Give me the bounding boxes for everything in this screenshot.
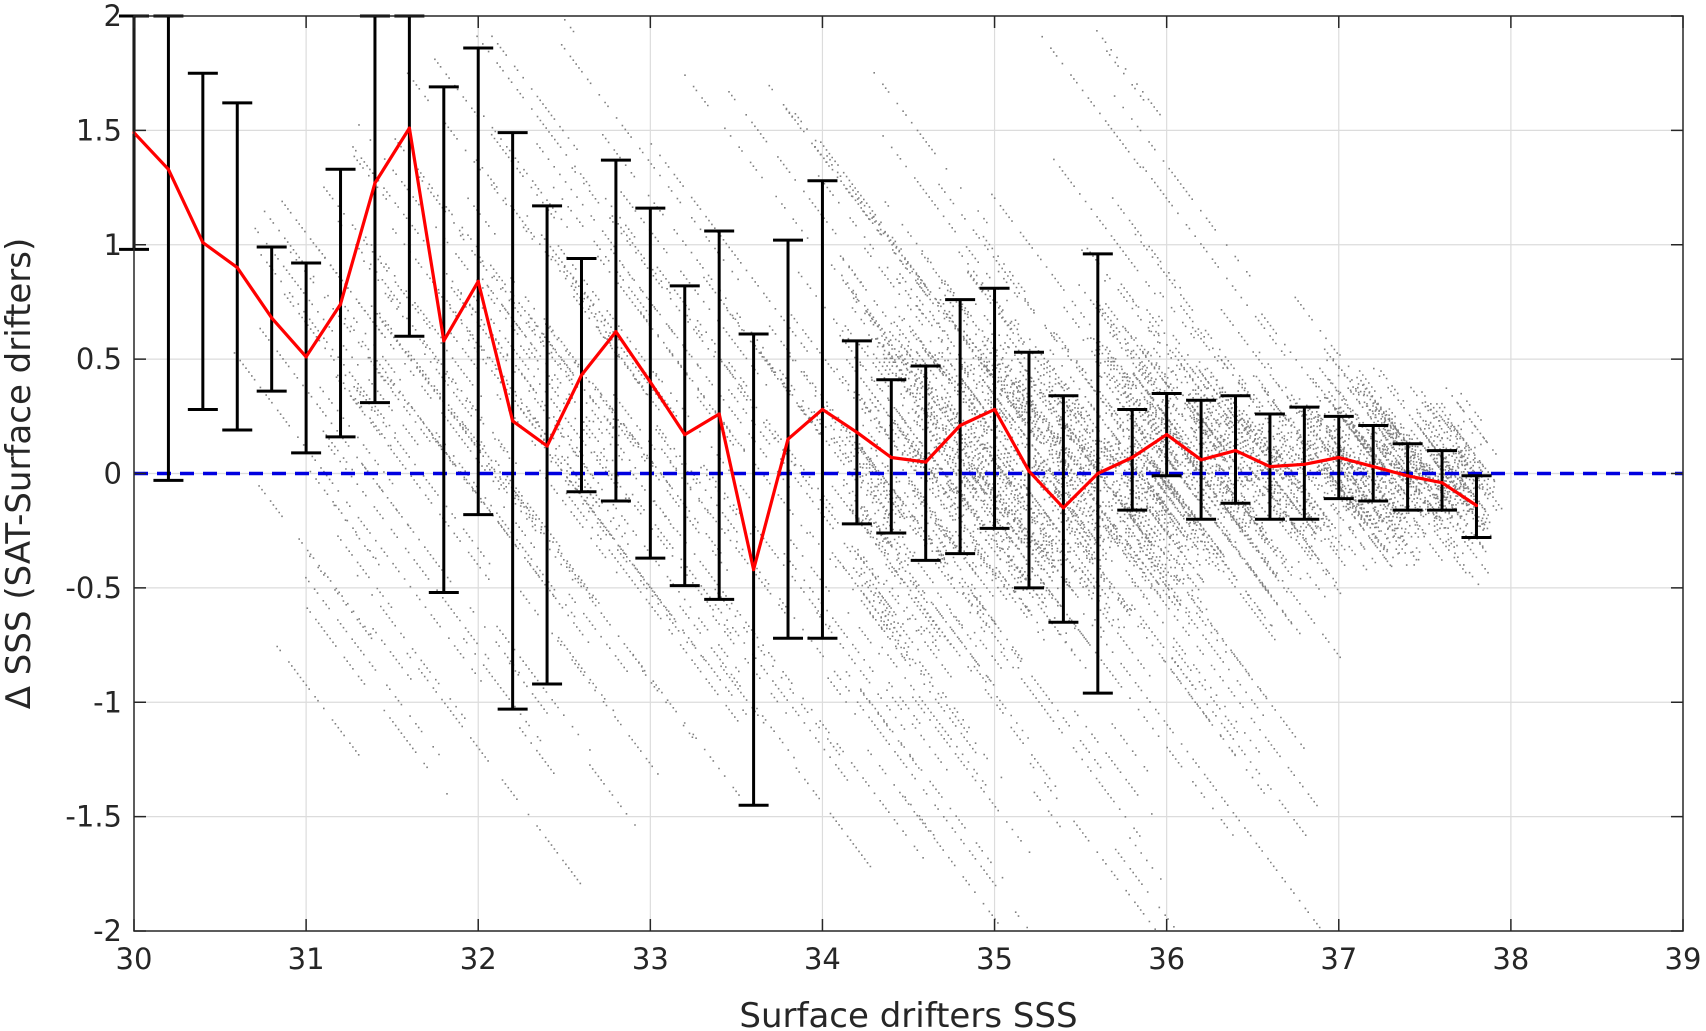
mean-point [648,380,652,384]
x-tick-label: 36 [1148,942,1185,976]
mean-point [579,373,584,377]
mean-point [992,407,997,412]
x-tick-label: 35 [976,942,1013,976]
x-tick-label: 32 [460,942,497,976]
mean-line [132,126,1479,572]
mean-point [511,419,515,423]
y-tick-label: 0.5 [76,342,122,376]
mean-point [1302,462,1306,466]
mean-point [545,444,549,448]
mean-point [1130,455,1134,460]
mean-point [1406,474,1410,478]
mean-point [717,412,721,416]
error-bar [1358,423,1389,503]
mean-point [752,567,756,572]
mean-point [166,167,171,171]
mean-point [786,437,790,441]
x-tick-label: 34 [804,942,841,976]
mean-point [1199,458,1203,462]
mean-point [1165,433,1169,437]
mean-line-path [132,126,1478,572]
mean-point [476,279,480,283]
mean-point [1371,465,1375,469]
mean-point [820,407,825,412]
mean-point [407,126,411,130]
y-tick-label: -1.5 [65,800,122,834]
y-tick-label: -2 [93,914,122,948]
y-tick-label: -0.5 [65,571,122,605]
mean-point [1474,503,1479,508]
mean-point [1061,506,1065,510]
y-tick-label: 2 [104,0,122,33]
mean-point [338,302,343,306]
mean-point [889,455,893,460]
mean-point [958,423,962,428]
mean-point [1096,471,1100,476]
mean-point [855,430,859,434]
mean-point [304,355,308,359]
mean-point [270,316,274,320]
x-axis-ticks: 30 31 32 33 34 35 36 37 38 39 [116,16,1702,976]
error-bar [1117,407,1148,512]
mean-point [1268,465,1272,469]
x-axis-label: Surface drifters SSS [739,996,1077,1031]
x-tick-label: 38 [1492,942,1529,976]
x-tick-label: 39 [1665,942,1702,976]
y-tick-label: -1 [93,685,122,719]
y-axis-label: Δ SSS (SAT-Surface drifters) [0,238,39,710]
mean-point [1027,469,1031,473]
mean-point [201,240,205,245]
mean-point [235,266,239,270]
y-tick-label: 1.5 [76,113,122,147]
x-tick-label: 31 [288,942,325,976]
x-tick-label: 30 [116,942,153,976]
mean-point [614,330,618,334]
y-axis-ticks: -2 -1.5 -1 -0.5 0 0.5 1 1.5 2 [65,0,1683,948]
y-tick-label: 1 [104,228,122,262]
mean-point [1337,455,1341,460]
y-tick-label: 0 [104,457,122,491]
x-tick-label: 33 [632,942,669,976]
error-bar [1427,449,1458,512]
mean-point [683,433,687,437]
mean-point [924,460,928,464]
mean-point [1440,481,1444,485]
mean-point [442,339,446,343]
x-tick-label: 37 [1320,942,1357,976]
mean-point [373,181,377,185]
mean-point [1233,449,1238,453]
